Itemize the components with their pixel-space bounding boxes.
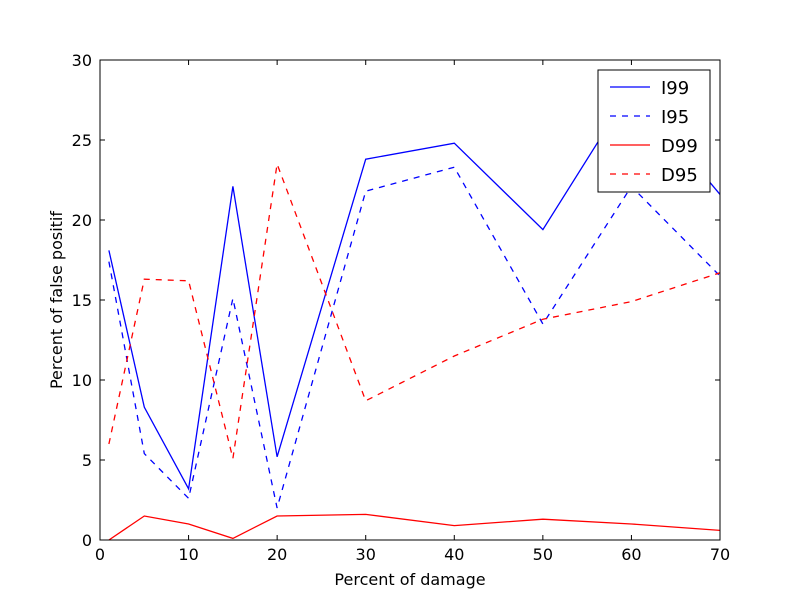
y-tick-label: 15 <box>72 291 92 310</box>
x-tick-label: 30 <box>356 545 376 564</box>
x-tick-label: 20 <box>267 545 287 564</box>
legend-label-i95: I95 <box>661 107 689 128</box>
axis-ticks: 0 10 20 30 40 50 60 70 0 5 10 15 20 25 30 <box>72 51 731 564</box>
series-layer <box>108 87 720 540</box>
legend-label-d99: D99 <box>661 136 698 157</box>
y-axis-label: Percent of false positif <box>47 211 66 389</box>
x-tick-label: 40 <box>444 545 464 564</box>
series-line-i95 <box>108 166 720 509</box>
legend-label-i99: I99 <box>661 78 689 99</box>
y-tick-label: 10 <box>72 371 92 390</box>
y-tick-label: 25 <box>72 131 92 150</box>
y-tick-label: 20 <box>72 211 92 230</box>
legend-label-d95: D95 <box>661 165 698 186</box>
x-tick-label: 60 <box>621 545 641 564</box>
x-tick-label: 50 <box>533 545 553 564</box>
series-line-d99 <box>108 513 720 540</box>
series-line-d95 <box>108 161 720 459</box>
y-tick-label: 5 <box>82 451 92 470</box>
y-tick-label: 0 <box>82 531 92 550</box>
y-tick-label: 30 <box>72 51 92 70</box>
x-tick-label: 0 <box>95 545 105 564</box>
x-axis-label: Percent of damage <box>334 570 485 589</box>
legend-box <box>597 69 711 193</box>
x-tick-label: 70 <box>710 545 730 564</box>
legend: I99 I95 D99 D95 <box>597 69 711 193</box>
series-line-i99 <box>108 87 720 491</box>
x-tick-label: 10 <box>178 545 198 564</box>
